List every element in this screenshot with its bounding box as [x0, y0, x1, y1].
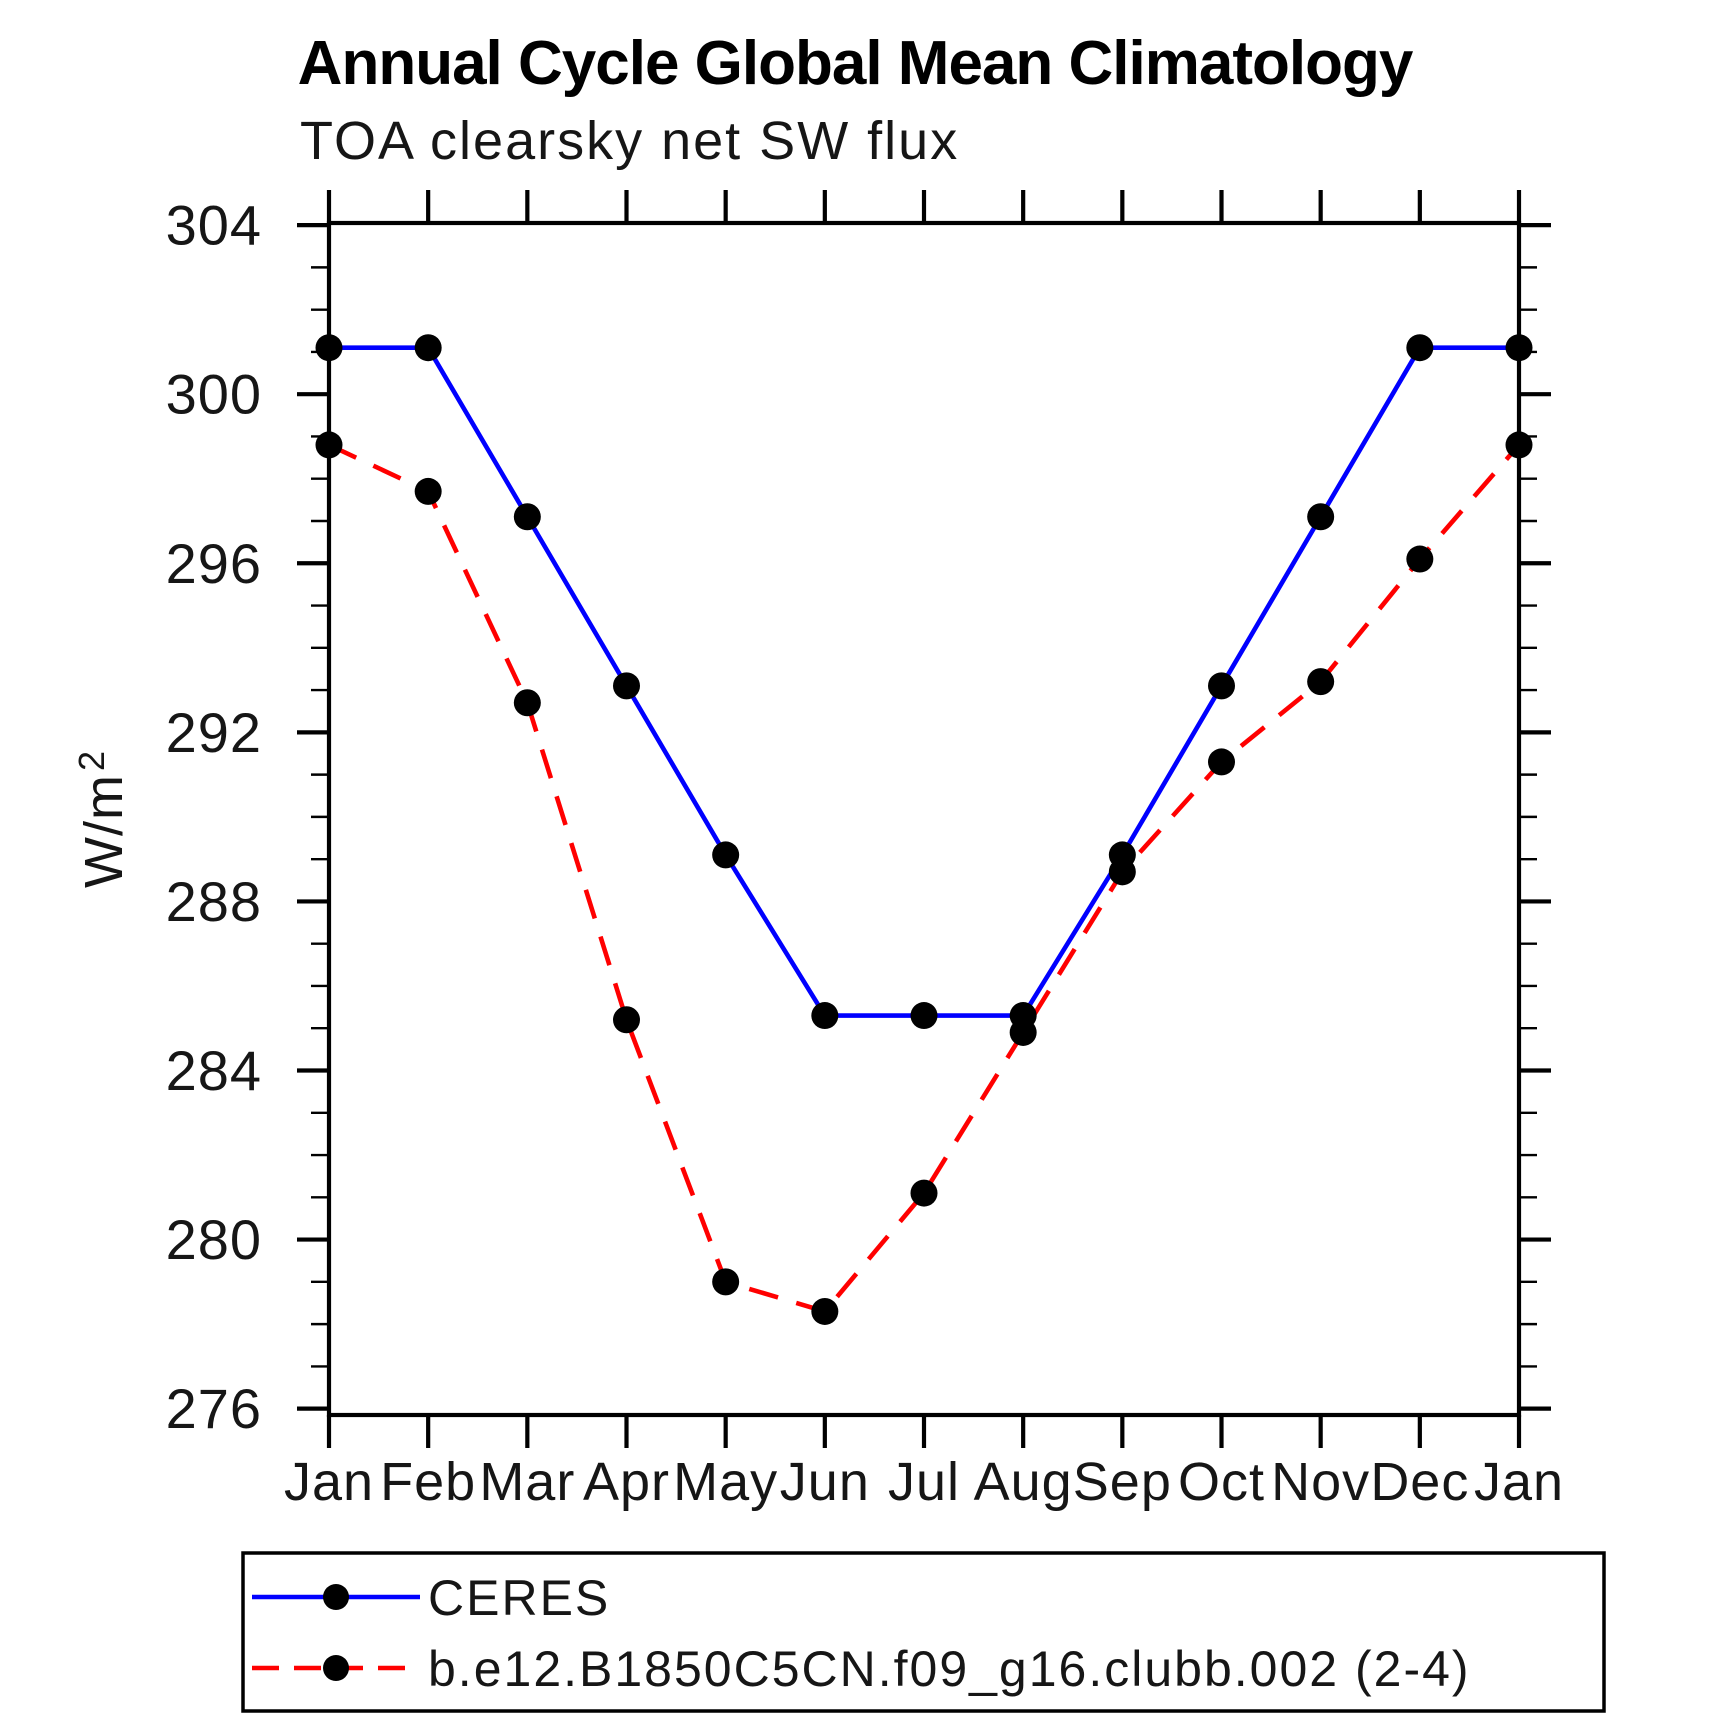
- data-point-marker: [910, 1179, 938, 1207]
- data-point-marker: [1208, 672, 1235, 700]
- data-series: [328, 345, 1521, 1315]
- y-tick-label: 296: [166, 532, 262, 595]
- data-point-marker: [1406, 545, 1434, 573]
- data-point-marker: [811, 1297, 839, 1325]
- x-tick-label: Jan: [1474, 1452, 1564, 1512]
- data-markers: [315, 334, 1533, 1325]
- legend-entry-model: b.e12.B1850C5CN.f09_g16.clubb.002 (2-4): [252, 1641, 1471, 1697]
- data-point-marker: [513, 689, 541, 717]
- x-tick-label: May: [673, 1452, 778, 1512]
- y-tick-label: 284: [166, 1039, 262, 1102]
- y-axis-title: W/m2: [71, 750, 134, 888]
- chart-title: Annual Cycle Global Mean Climatology: [297, 29, 1414, 98]
- x-tick-label: Sep: [1073, 1452, 1172, 1512]
- x-tick-label: Aug: [974, 1452, 1073, 1512]
- chart-subtitle: TOA clearsky net SW flux: [300, 111, 960, 171]
- x-tick-label: Jan: [284, 1452, 374, 1512]
- legend-label-ceres: CERES: [428, 1570, 610, 1626]
- series-line-ceres: [329, 345, 1519, 1018]
- data-point-marker: [1108, 858, 1136, 886]
- x-tick-label: Dec: [1370, 1452, 1469, 1512]
- data-point-marker: [613, 672, 640, 700]
- axis-ticks: [297, 190, 1551, 1448]
- data-point-marker: [613, 1006, 640, 1034]
- data-point-marker: [1406, 334, 1434, 362]
- data-point-marker: [414, 477, 442, 505]
- data-point-marker: [712, 841, 740, 869]
- y-tick-label: 300: [166, 363, 262, 426]
- data-point-marker: [1505, 334, 1533, 362]
- x-tick-label: Jul: [888, 1452, 960, 1512]
- data-point-marker: [315, 431, 343, 459]
- legend-entry-ceres: CERES: [252, 1570, 610, 1626]
- data-point-marker: [513, 503, 541, 531]
- y-tick-label: 288: [166, 870, 262, 933]
- y-tick-label: 280: [166, 1208, 262, 1271]
- data-point-marker: [1009, 1018, 1037, 1046]
- data-point-marker: [1307, 668, 1335, 696]
- legend-marker-circle: [323, 1655, 349, 1681]
- legend: CERES b.e12.B1850C5CN.f09_g16.clubb.002 …: [241, 1551, 1606, 1713]
- legend-box: [241, 1551, 1606, 1713]
- plot-frame: [326, 220, 1522, 1418]
- data-point-marker: [712, 1268, 740, 1296]
- data-point-marker: [811, 1002, 839, 1030]
- data-point-marker: [1505, 431, 1533, 459]
- data-point-marker: [414, 334, 442, 362]
- y-tick-label: 276: [166, 1377, 262, 1440]
- x-tick-label: Oct: [1178, 1452, 1265, 1512]
- y-tick-label: 304: [166, 194, 262, 257]
- data-point-marker: [1208, 748, 1235, 776]
- x-tick-label: Mar: [479, 1452, 575, 1512]
- data-point-marker: [1307, 503, 1335, 531]
- y-tick-label: 292: [166, 701, 262, 764]
- x-tick-label: Apr: [583, 1452, 670, 1512]
- x-tick-label: Feb: [380, 1452, 476, 1512]
- x-tick-label: Nov: [1271, 1452, 1370, 1512]
- data-point-marker: [315, 334, 343, 362]
- legend-label-model: b.e12.B1850C5CN.f09_g16.clubb.002 (2-4): [428, 1641, 1471, 1697]
- legend-marker-circle: [323, 1584, 349, 1610]
- x-tick-label: Jun: [780, 1452, 870, 1512]
- data-point-marker: [910, 1002, 938, 1030]
- plot-border: [326, 220, 1522, 1418]
